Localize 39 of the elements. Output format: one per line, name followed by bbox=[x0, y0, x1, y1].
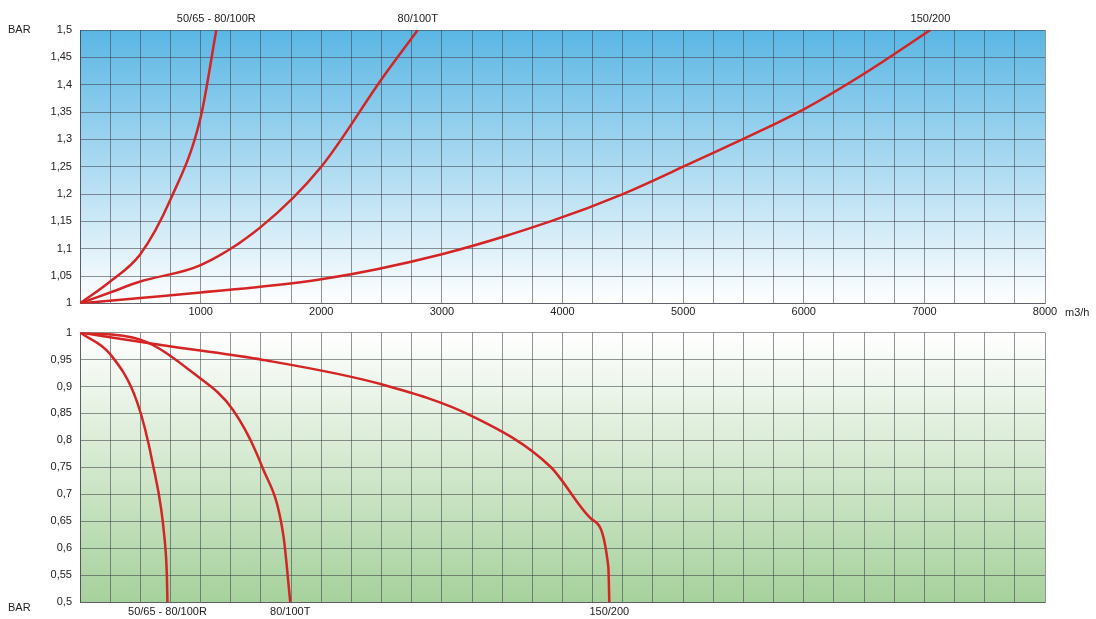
series-label: 80/100T bbox=[270, 604, 311, 617]
y-tick-label: 0,9 bbox=[56, 379, 72, 392]
y-tick-label: 0,8 bbox=[56, 433, 72, 446]
y-tick-label: 1 bbox=[65, 325, 72, 338]
y-tick-label: 0,75 bbox=[50, 460, 72, 473]
series-label: 80/100T bbox=[397, 11, 439, 24]
x-tick-label: 4000 bbox=[550, 305, 575, 318]
x-tick-label: 6000 bbox=[791, 305, 816, 318]
x-tick-label: 2000 bbox=[309, 305, 334, 318]
y-axis-title: BAR bbox=[8, 601, 31, 614]
y-tick-label: 1 bbox=[65, 296, 72, 309]
x-tick-label: 3000 bbox=[429, 305, 455, 318]
y-tick-label: 0,95 bbox=[50, 352, 72, 365]
series-label: 150/200 bbox=[910, 11, 951, 24]
y-tick-label: 1,45 bbox=[50, 50, 72, 63]
x-tick-label: 1000 bbox=[188, 305, 213, 318]
y-tick-label: 1,3 bbox=[56, 132, 72, 145]
y-tick-label: 0,5 bbox=[56, 595, 72, 608]
y-axis-title: BAR bbox=[8, 23, 31, 36]
y-tick-label: 1,25 bbox=[50, 159, 72, 172]
y-tick-label: 1,35 bbox=[50, 105, 72, 118]
y-tick-label: 1,15 bbox=[50, 214, 72, 227]
y-tick-label: 1,5 bbox=[56, 23, 72, 36]
series-label: 150/200 bbox=[589, 604, 630, 617]
y-tick-label: 1,2 bbox=[56, 187, 72, 200]
x-tick-label: 7000 bbox=[912, 305, 937, 318]
y-tick-label: 0,55 bbox=[50, 568, 72, 581]
x-axis-title: m3/h bbox=[1065, 305, 1090, 318]
series-label: 50/65 - 80/100R bbox=[176, 11, 256, 24]
y-tick-label: 1,4 bbox=[56, 77, 72, 90]
y-tick-label: 0,65 bbox=[50, 514, 72, 527]
y-tick-label: 0,6 bbox=[56, 541, 72, 554]
y-tick-label: 0,85 bbox=[50, 406, 72, 419]
y-tick-label: 1,05 bbox=[50, 269, 72, 282]
x-tick-label: 8000 bbox=[1032, 305, 1058, 318]
x-tick-label: 5000 bbox=[670, 305, 696, 318]
y-tick-label: 1,1 bbox=[56, 241, 72, 254]
series-label: 50/65 - 80/100R bbox=[128, 604, 207, 617]
y-tick-label: 0,7 bbox=[56, 487, 72, 500]
